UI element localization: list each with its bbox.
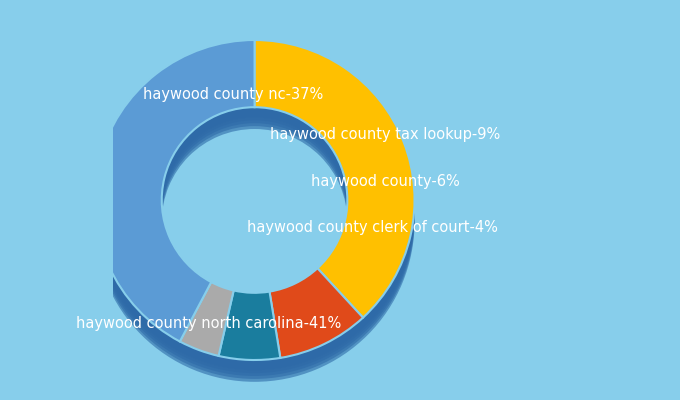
Wedge shape [95, 53, 415, 373]
Wedge shape [218, 290, 280, 360]
Wedge shape [95, 56, 415, 376]
Text: haywood county-6%: haywood county-6% [311, 174, 460, 189]
Text: haywood county tax lookup-9%: haywood county tax lookup-9% [271, 127, 500, 142]
Text: haywood county clerk of court-4%: haywood county clerk of court-4% [248, 220, 498, 235]
Wedge shape [95, 62, 415, 382]
Text: haywood county nc-37%: haywood county nc-37% [143, 87, 323, 102]
Text: haywood county north carolina-41%: haywood county north carolina-41% [76, 316, 342, 331]
Wedge shape [95, 40, 254, 342]
Wedge shape [95, 47, 415, 367]
Wedge shape [180, 282, 234, 356]
Wedge shape [269, 268, 363, 358]
Wedge shape [95, 59, 415, 379]
Wedge shape [254, 40, 415, 318]
Wedge shape [95, 50, 415, 370]
